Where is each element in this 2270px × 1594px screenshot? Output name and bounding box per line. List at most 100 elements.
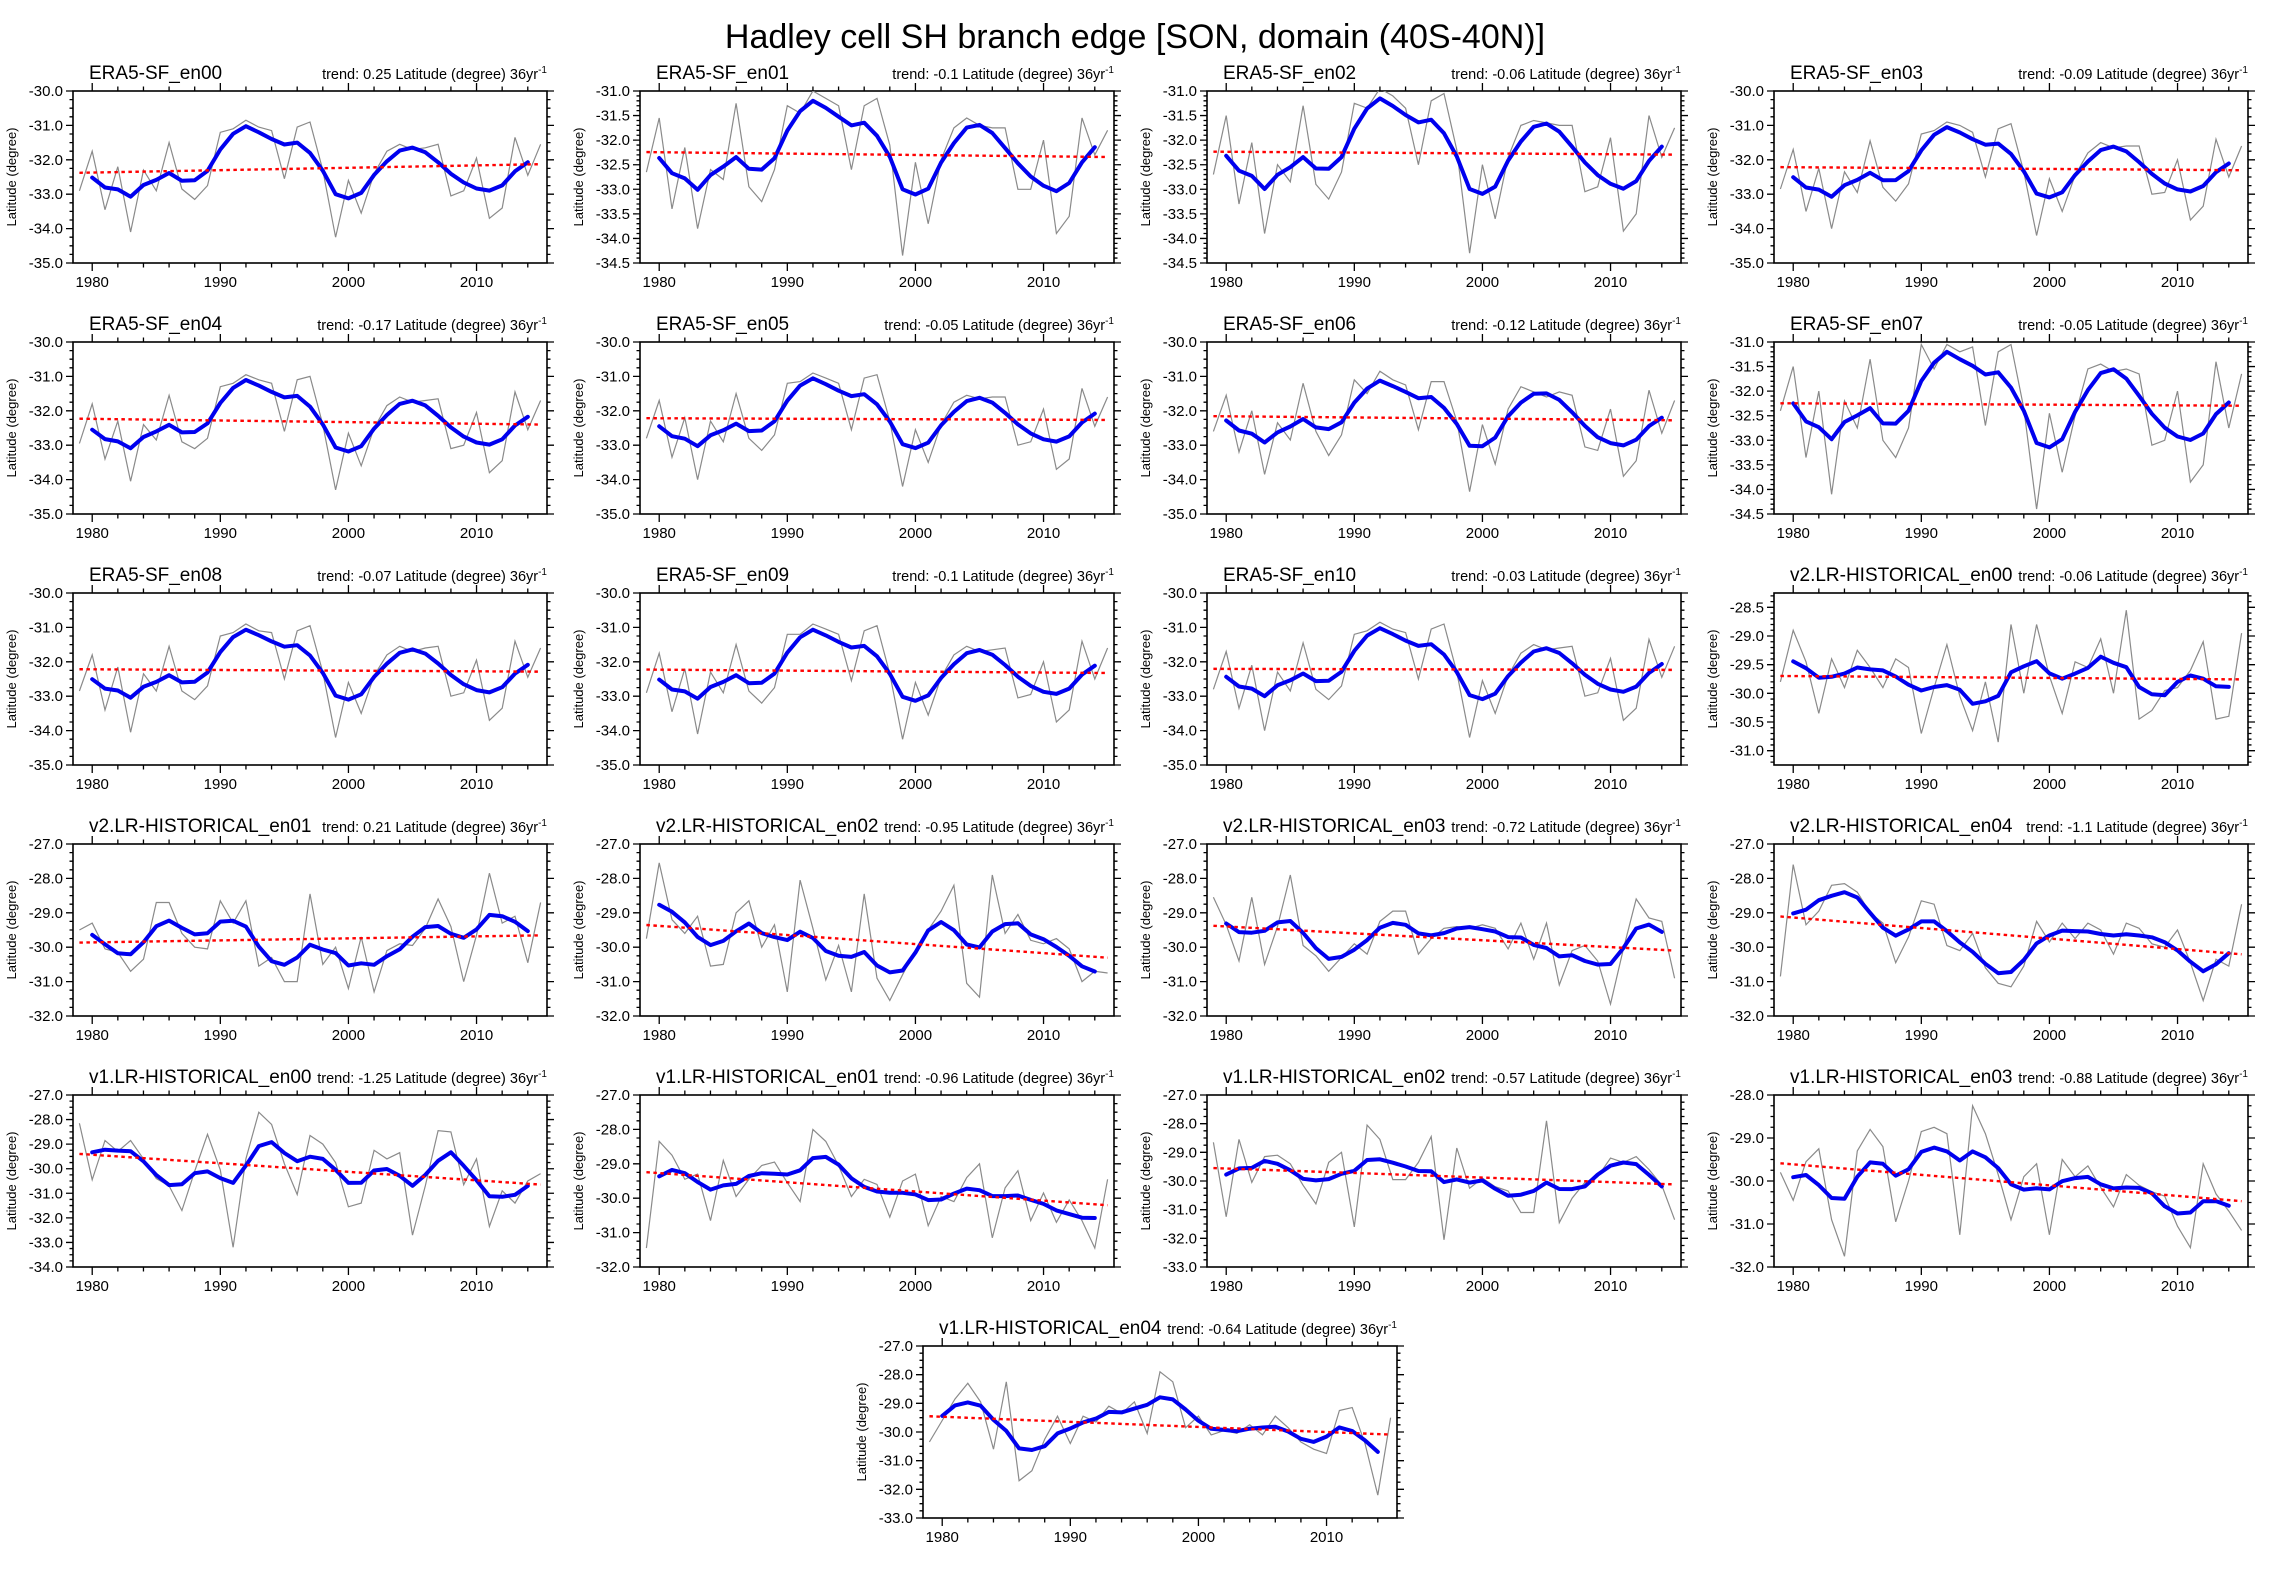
trend-line bbox=[1780, 1162, 2242, 1203]
panel-chart: v2.LR-HISTORICAL_en02 trend: -0.95 Latitu… bbox=[571, 816, 1121, 1044]
panel-v2.LR-HISTORICAL_en04: v2.LR-HISTORICAL_en04 trend: -1.1 Latitud… bbox=[1702, 810, 2269, 1061]
panel-ERA5-SF_en02: ERA5-SF_en02 trend: -0.06 Latitude (degre… bbox=[1135, 57, 1702, 308]
trend-line bbox=[646, 1170, 1108, 1207]
y-axis-ticks bbox=[1767, 341, 2255, 515]
x-tick-label: 2000 bbox=[1466, 1027, 1499, 1044]
x-tick-label: 1980 bbox=[643, 525, 676, 542]
raw-series-line bbox=[645, 372, 1109, 487]
plot-frame bbox=[639, 90, 1115, 264]
y-tick-label: -29.0 bbox=[1730, 905, 1764, 922]
y-tick-label: -30.0 bbox=[29, 83, 63, 100]
y-tick-label: -31.0 bbox=[1163, 974, 1197, 991]
y-tick-label: -29.0 bbox=[596, 1156, 630, 1173]
x-axis-ticks bbox=[1792, 83, 2230, 271]
y-axis-ticks bbox=[633, 843, 1121, 1017]
x-tick-label: 1980 bbox=[1777, 1278, 1810, 1295]
y-tick-label: -34.5 bbox=[1730, 506, 1764, 523]
panel-title: ERA5-SF_en02 bbox=[1223, 63, 1356, 84]
panel-trend-label: trend: -0.05 Latitude (degree) 36yr-1 bbox=[2018, 316, 2248, 334]
y-tick-label: -32.0 bbox=[878, 1481, 912, 1498]
y-tick-label: -33.0 bbox=[29, 186, 63, 203]
smoothed-series-line bbox=[657, 902, 1097, 975]
smoothed-series-line bbox=[1224, 1157, 1664, 1198]
y-tick-label: -33.0 bbox=[596, 688, 630, 705]
smoothed-series-line bbox=[90, 1140, 530, 1199]
y-tick-label: -27.0 bbox=[29, 836, 63, 853]
y-tick-label: -30.0 bbox=[596, 939, 630, 956]
y-tick-label: -31.0 bbox=[1163, 368, 1197, 385]
x-tick-label: 2010 bbox=[460, 525, 493, 542]
raw-series-line bbox=[1212, 370, 1676, 492]
y-axis-title: Latitude (degree) bbox=[1138, 629, 1153, 728]
y-axis-title: Latitude (degree) bbox=[571, 629, 586, 728]
panel-title: v2.LR-HISTORICAL_en01 bbox=[89, 816, 311, 837]
trend-line bbox=[79, 417, 541, 426]
y-tick-label: -29.0 bbox=[596, 905, 630, 922]
x-tick-label: 2000 bbox=[332, 525, 365, 542]
panel-title: ERA5-SF_en06 bbox=[1223, 314, 1356, 335]
y-tick-label: -30.0 bbox=[596, 334, 630, 351]
x-tick-label: 1990 bbox=[771, 525, 804, 542]
x-tick-label: 2010 bbox=[2161, 776, 2194, 793]
panel-trend-label: trend: 0.21 Latitude (degree) 36yr-1 bbox=[322, 818, 547, 836]
x-tick-label: 1990 bbox=[1338, 776, 1371, 793]
x-tick-label: 1990 bbox=[1905, 525, 1938, 542]
panel-trend-label: trend: -0.06 Latitude (degree) 36yr-1 bbox=[2018, 567, 2248, 585]
y-axis-ticks bbox=[1767, 843, 2255, 1017]
x-tick-label: 2000 bbox=[332, 1027, 365, 1044]
x-tick-label: 2000 bbox=[332, 776, 365, 793]
x-axis-ticks bbox=[1225, 1087, 1663, 1275]
x-tick-label: 1990 bbox=[204, 776, 237, 793]
panel-chart: v2.LR-HISTORICAL_en03 trend: -0.72 Latitu… bbox=[1138, 816, 1688, 1044]
raw-series-line bbox=[1212, 91, 1676, 254]
raw-series-line bbox=[1779, 121, 2243, 236]
y-tick-label: -35.0 bbox=[29, 506, 63, 523]
x-tick-label: 2000 bbox=[899, 525, 932, 542]
y-axis-title: Latitude (degree) bbox=[571, 378, 586, 477]
y-tick-label: -35.0 bbox=[29, 757, 63, 774]
x-tick-label: 1980 bbox=[1210, 274, 1243, 291]
y-tick-label: -29.0 bbox=[29, 1136, 63, 1153]
y-axis-ticks bbox=[1200, 341, 1688, 515]
panel-chart: v2.LR-HISTORICAL_en01 trend: 0.21 Latitud… bbox=[4, 816, 554, 1044]
y-tick-label: -30.0 bbox=[29, 585, 63, 602]
panel-title: ERA5-SF_en07 bbox=[1790, 314, 1923, 335]
y-tick-label: -33.5 bbox=[1730, 457, 1764, 474]
y-tick-label: -31.0 bbox=[29, 1185, 63, 1202]
y-tick-label: -33.0 bbox=[29, 437, 63, 454]
y-tick-label: -34.0 bbox=[29, 221, 63, 238]
x-axis-ticks bbox=[1225, 836, 1663, 1024]
x-tick-label: 2010 bbox=[460, 274, 493, 291]
x-tick-label: 2010 bbox=[1594, 525, 1627, 542]
x-tick-label: 1990 bbox=[1338, 274, 1371, 291]
y-axis-title: Latitude (degree) bbox=[1138, 1131, 1153, 1230]
x-tick-label: 2010 bbox=[1594, 274, 1627, 291]
plot-frame bbox=[72, 592, 548, 766]
x-tick-label: 1980 bbox=[76, 1278, 109, 1295]
panel-ERA5-SF_en03: ERA5-SF_en03 trend: -0.09 Latitude (degre… bbox=[1702, 57, 2269, 308]
plot-frame bbox=[1206, 341, 1682, 515]
panel-v2.LR-HISTORICAL_en01: v2.LR-HISTORICAL_en01 trend: 0.21 Latitud… bbox=[1, 810, 568, 1061]
x-tick-label: 2000 bbox=[1466, 274, 1499, 291]
x-tick-label: 2010 bbox=[1309, 1529, 1342, 1546]
y-tick-label: -27.0 bbox=[1163, 1087, 1197, 1104]
y-tick-label: -31.0 bbox=[1730, 743, 1764, 760]
panel-trend-label: trend: -0.88 Latitude (degree) 36yr-1 bbox=[2018, 1069, 2248, 1087]
y-axis-ticks bbox=[1200, 1094, 1688, 1268]
x-tick-label: 2000 bbox=[1181, 1529, 1214, 1546]
y-tick-label: -27.0 bbox=[596, 1087, 630, 1104]
y-tick-label: -32.5 bbox=[596, 157, 630, 174]
x-tick-label: 1980 bbox=[1210, 1278, 1243, 1295]
panel-v2.LR-HISTORICAL_en03: v2.LR-HISTORICAL_en03 trend: -0.72 Latitu… bbox=[1135, 810, 1702, 1061]
raw-series-line bbox=[78, 374, 542, 491]
y-axis-title: Latitude (degree) bbox=[1705, 378, 1720, 477]
raw-series-line bbox=[78, 623, 542, 738]
panel-v1.LR-HISTORICAL_en01: v1.LR-HISTORICAL_en01 trend: -0.96 Latitu… bbox=[568, 1061, 1135, 1312]
y-axis-title: Latitude (degree) bbox=[1705, 1131, 1720, 1230]
y-tick-label: -34.0 bbox=[29, 472, 63, 489]
x-tick-label: 2010 bbox=[2161, 1278, 2194, 1295]
y-tick-label: -30.0 bbox=[1730, 83, 1764, 100]
x-tick-label: 2010 bbox=[1027, 274, 1060, 291]
x-tick-label: 1980 bbox=[1210, 525, 1243, 542]
